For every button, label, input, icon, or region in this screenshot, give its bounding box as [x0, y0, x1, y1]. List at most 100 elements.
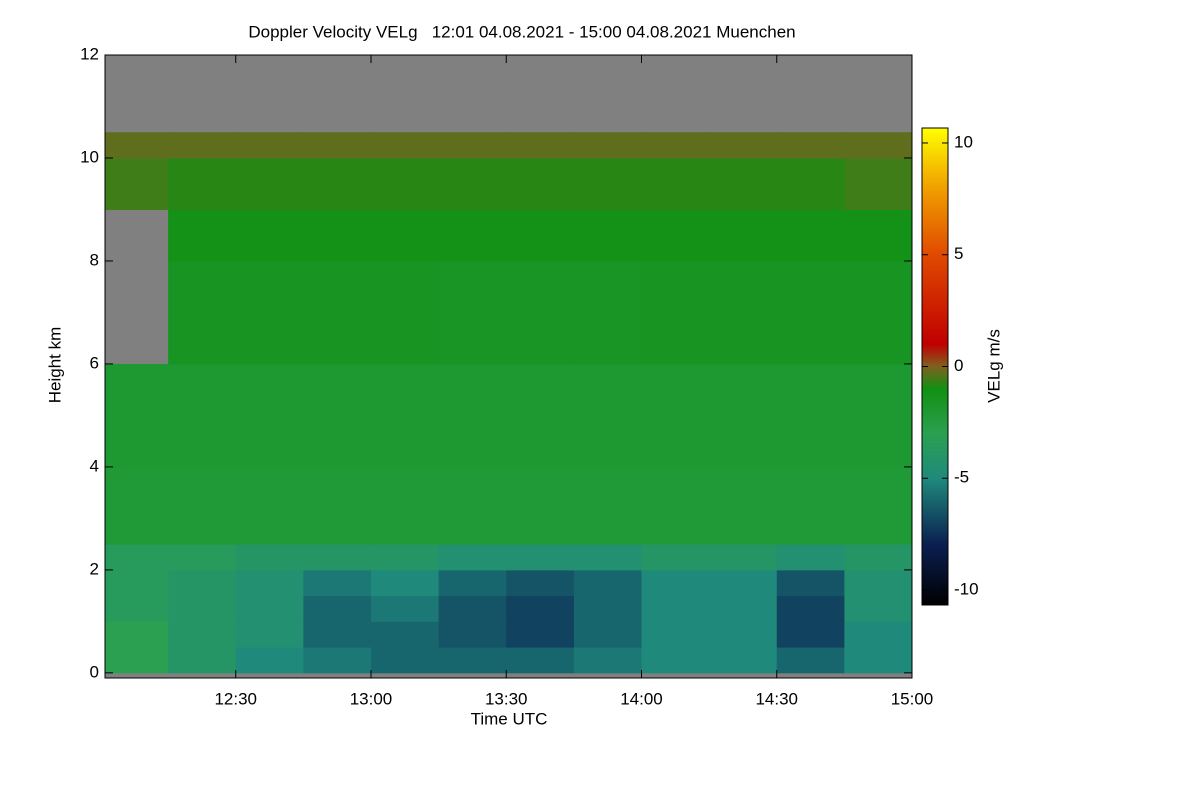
heatmap-cell	[709, 209, 778, 262]
heatmap-cell	[844, 595, 913, 622]
heatmap-cell	[303, 209, 372, 262]
heatmap-cell	[709, 544, 778, 571]
heatmap-cell	[844, 209, 913, 262]
heatmap-cell	[168, 647, 237, 674]
heatmap-cell	[235, 132, 304, 159]
heatmap-cell	[709, 132, 778, 159]
heatmap-cell	[844, 569, 913, 597]
heatmap-cell	[641, 569, 710, 597]
heatmap-cell	[235, 621, 304, 648]
heatmap-cell	[641, 260, 710, 365]
y-tick-label: 2	[90, 559, 99, 578]
heatmap-cell	[303, 363, 372, 468]
heatmap-cell	[303, 132, 372, 159]
heatmap-cell	[438, 132, 507, 159]
heatmap-cell	[168, 544, 237, 571]
colorbar-tick-label: 5	[954, 244, 963, 263]
heatmap-cell	[370, 647, 440, 674]
heatmap-cell	[168, 621, 237, 648]
heatmap-cell	[105, 544, 169, 571]
heatmap-cell	[506, 647, 575, 674]
heatmap-cell	[641, 363, 710, 468]
heatmap-cell	[709, 569, 778, 597]
heatmap-cell	[776, 157, 845, 210]
heatmap-cell	[370, 595, 440, 622]
x-axis-title: Time UTC	[471, 709, 548, 728]
heatmap-cell	[709, 363, 778, 468]
heatmap-cell	[438, 260, 507, 365]
colorbar-tick-label: -10	[954, 580, 979, 599]
heatmap-cell	[438, 157, 507, 210]
heatmap-cell	[168, 260, 237, 365]
heatmap-cell	[506, 132, 575, 159]
heatmap-cell	[506, 569, 575, 597]
heatmap-cell	[370, 466, 440, 545]
colorbar-tick-label: 10	[954, 132, 973, 151]
heatmap-cell	[573, 260, 642, 365]
heatmap-cell	[641, 621, 710, 648]
heatmap-cell	[370, 132, 440, 159]
heatmap-cell	[105, 569, 169, 597]
heatmap-cell	[438, 621, 507, 648]
heatmap-cell	[370, 621, 440, 648]
heatmap-cell	[303, 647, 372, 674]
heatmap-cell	[573, 647, 642, 674]
heatmap-cell	[844, 132, 913, 159]
heatmap-cell	[303, 621, 372, 648]
heatmap-cell	[776, 569, 845, 597]
heatmap-cell	[844, 260, 913, 365]
heatmap-cell	[303, 569, 372, 597]
heatmap-cell	[506, 363, 575, 468]
colorbar-tick-label: 0	[954, 356, 963, 375]
heatmap-cell	[506, 209, 575, 262]
heatmap-cell	[776, 260, 845, 365]
heatmap-cell	[641, 544, 710, 571]
heatmap	[105, 132, 913, 674]
heatmap-cell	[776, 132, 845, 159]
heatmap-cell	[168, 157, 237, 210]
heatmap-cell	[438, 647, 507, 674]
heatmap-cell	[105, 132, 169, 159]
y-tick-label: 12	[80, 44, 99, 63]
heatmap-cell	[105, 595, 169, 622]
heatmap-cell	[709, 157, 778, 210]
heatmap-cell	[776, 209, 845, 262]
y-tick-label: 8	[90, 250, 99, 269]
heatmap-cell	[303, 466, 372, 545]
heatmap-cell	[709, 595, 778, 622]
heatmap-cell	[370, 569, 440, 597]
heatmap-cell	[573, 132, 642, 159]
heatmap-cell	[709, 621, 778, 648]
chart-title: Doppler Velocity VELg 12:01 04.08.2021 -…	[248, 22, 795, 41]
x-tick-label: 13:30	[485, 689, 528, 708]
heatmap-cell	[370, 209, 440, 262]
heatmap-cell	[573, 157, 642, 210]
heatmap-cell	[776, 466, 845, 545]
heatmap-cell	[641, 466, 710, 545]
heatmap-cell	[776, 647, 845, 674]
heatmap-cell	[168, 569, 237, 597]
heatmap-cell	[303, 157, 372, 210]
heatmap-cell	[709, 647, 778, 674]
x-tick-label: 12:30	[214, 689, 257, 708]
heatmap-cell	[506, 260, 575, 365]
heatmap-cell	[506, 466, 575, 545]
heatmap-cell	[235, 157, 304, 210]
heatmap-cell	[438, 209, 507, 262]
heatmap-cell	[235, 260, 304, 365]
heatmap-cell	[370, 544, 440, 571]
heatmap-cell	[235, 569, 304, 597]
heatmap-cell	[303, 595, 372, 622]
heatmap-cell	[438, 569, 507, 597]
heatmap-cell	[776, 363, 845, 468]
heatmap-cell	[438, 595, 507, 622]
y-tick-label: 0	[90, 662, 99, 681]
heatmap-cell	[303, 544, 372, 571]
heatmap-cell	[709, 260, 778, 365]
colorbar-tick-label: -5	[954, 468, 969, 487]
heatmap-cell	[573, 569, 642, 597]
heatmap-cell	[370, 157, 440, 210]
heatmap-cell	[573, 621, 642, 648]
heatmap-cell	[641, 209, 710, 262]
